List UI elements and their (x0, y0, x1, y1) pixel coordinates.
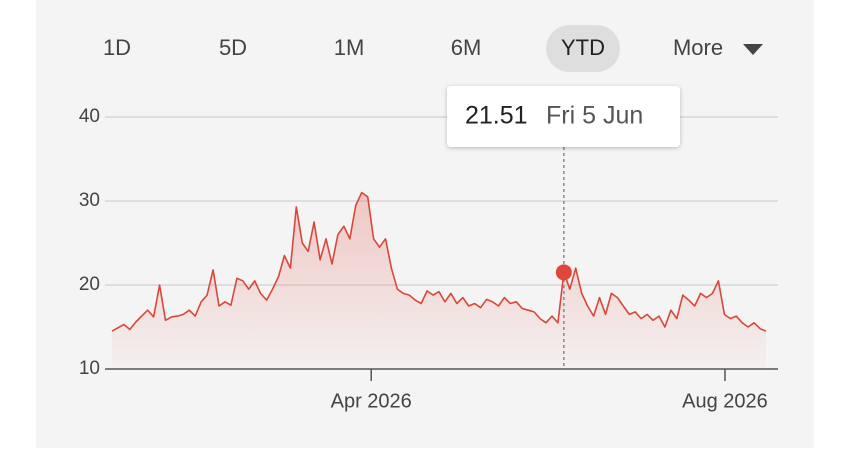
tab[interactable]: 1D (103, 35, 131, 60)
active-tab-pill (546, 25, 620, 72)
y-tick-label: 40 (79, 106, 100, 127)
x-tick-label: Aug 2026 (682, 390, 768, 412)
panel (36, 0, 814, 448)
tab[interactable]: YTD (561, 35, 605, 60)
line (111, 191, 767, 332)
y-tick-label: 30 (79, 190, 100, 211)
tooltip-date: Fri 5 Jun (546, 102, 643, 130)
tab[interactable]: 5D (219, 35, 247, 60)
tab[interactable]: More (673, 35, 723, 60)
dropdown-arrow[interactable] (743, 44, 763, 55)
highlight-dot (555, 264, 572, 281)
x-tick-label: Apr 2026 (331, 390, 412, 412)
tab[interactable]: 1M (334, 35, 365, 60)
y-tick-label: 20 (79, 274, 100, 295)
tooltip (447, 86, 680, 147)
y-tick-label: 10 (79, 358, 100, 379)
tab[interactable]: 6M (451, 35, 482, 60)
tooltip-value: 21.51 (465, 102, 528, 130)
area (112, 192, 766, 369)
